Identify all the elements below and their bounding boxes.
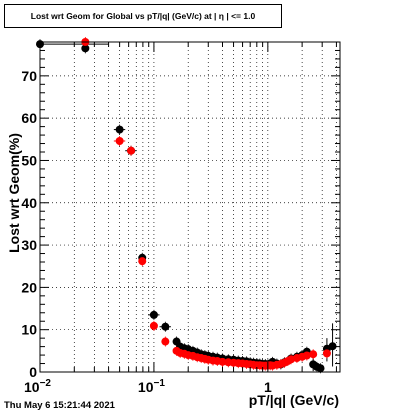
y-tick-label: 30 bbox=[21, 237, 37, 253]
plot-frame bbox=[39, 41, 341, 373]
data-point-black bbox=[81, 44, 90, 53]
data-point-black bbox=[316, 364, 325, 373]
data-point-red bbox=[309, 350, 318, 359]
data-point-black bbox=[161, 322, 170, 331]
y-tick-label: 40 bbox=[21, 195, 37, 211]
x-tick-label: 10−1 bbox=[138, 378, 165, 395]
chart-title: Lost wrt Geom for Global vs pT/|q| (GeV/… bbox=[4, 4, 282, 28]
date-stamp: Thu May 6 15:21:44 2021 bbox=[4, 400, 115, 411]
x-tick-label-exponent: −2 bbox=[40, 378, 52, 389]
data-point-red bbox=[161, 337, 170, 346]
x-tick-label: 10−2 bbox=[24, 378, 51, 395]
data-point-red bbox=[149, 321, 158, 330]
x-tick-label-exponent: −1 bbox=[153, 378, 165, 389]
y-axis-title: Lost wrt Geom(%) bbox=[6, 133, 22, 253]
y-tick-label: 10 bbox=[21, 322, 37, 338]
y-tick-label: 50 bbox=[21, 152, 37, 168]
data-points bbox=[36, 38, 337, 373]
x-tick-label-base: 10 bbox=[138, 379, 154, 395]
x-tick-label-base: 10 bbox=[24, 379, 40, 395]
x-tick-label: 1 bbox=[264, 379, 272, 395]
y-tick-label: 70 bbox=[21, 68, 37, 84]
data-point-red bbox=[218, 357, 227, 366]
data-point-red bbox=[115, 137, 124, 145]
data-point-red bbox=[138, 257, 147, 266]
data-point-black bbox=[149, 310, 158, 319]
grid-lines bbox=[40, 42, 340, 372]
y-tick-label: 60 bbox=[21, 110, 37, 126]
data-point-black bbox=[115, 125, 124, 134]
error-bars bbox=[39, 37, 334, 374]
data-point-red bbox=[127, 146, 136, 155]
x-axis-title: pT/|q| (GeV/c) bbox=[249, 392, 339, 408]
axis-ticks bbox=[39, 41, 340, 373]
data-point-red bbox=[322, 349, 331, 358]
data-point-black bbox=[328, 342, 337, 351]
y-tick-label: 20 bbox=[21, 279, 37, 295]
data-point-red bbox=[302, 351, 311, 360]
y-tick-label: 0 bbox=[29, 364, 37, 380]
